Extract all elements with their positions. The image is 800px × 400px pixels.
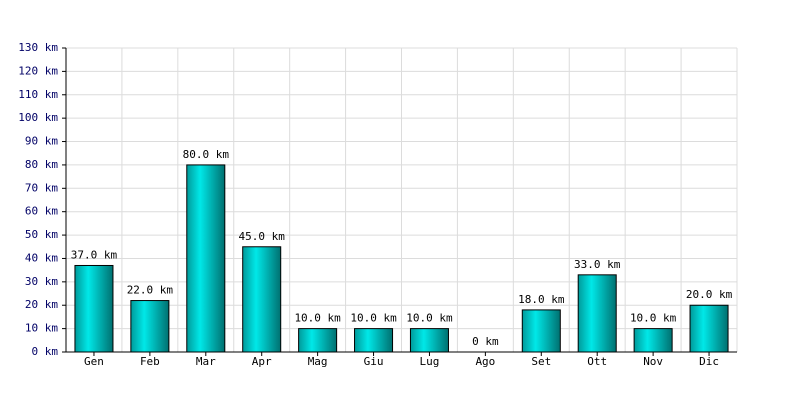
x-tick-label: Mar xyxy=(196,355,216,368)
bar xyxy=(130,300,170,353)
bar xyxy=(409,328,449,353)
value-label: 10.0 km xyxy=(630,312,677,325)
value-label: 10.0 km xyxy=(294,312,341,325)
y-tick-label: 30 km xyxy=(25,275,58,288)
x-tick-label: Apr xyxy=(252,355,272,368)
y-tick-label: 20 km xyxy=(25,298,58,311)
y-tick-label: 130 km xyxy=(18,41,58,54)
x-tick-label: Ott xyxy=(587,355,607,368)
bar xyxy=(577,274,617,353)
y-tick-label: 100 km xyxy=(18,111,58,124)
y-tick-label: 10 km xyxy=(25,322,58,335)
bar xyxy=(633,328,673,353)
value-label: 22.0 km xyxy=(127,284,174,297)
x-tick-label: Set xyxy=(531,355,551,368)
value-label: 37.0 km xyxy=(71,248,118,261)
value-label: 20.0 km xyxy=(686,288,733,301)
x-tick-label: Ago xyxy=(475,355,495,368)
y-tick-label: 90 km xyxy=(25,135,58,148)
bar xyxy=(689,304,729,353)
x-tick-label: Giu xyxy=(364,355,384,368)
y-tick-label: 0 km xyxy=(32,345,59,358)
bar xyxy=(354,328,394,353)
value-label: 18.0 km xyxy=(518,293,565,306)
value-label: 0 km xyxy=(472,335,499,348)
value-label: 10.0 km xyxy=(350,312,397,325)
x-tick-label: Lug xyxy=(420,355,440,368)
value-label: 33.0 km xyxy=(574,258,621,271)
y-tick-label: 80 km xyxy=(25,158,58,171)
value-label: 10.0 km xyxy=(406,312,453,325)
y-tick-label: 70 km xyxy=(25,181,58,194)
bar xyxy=(298,328,338,353)
bar xyxy=(74,264,114,353)
x-tick-label: Gen xyxy=(84,355,104,368)
value-label: 80.0 km xyxy=(183,148,230,161)
x-tick-label: Feb xyxy=(140,355,160,368)
bar xyxy=(242,246,282,353)
bar xyxy=(186,164,226,353)
x-tick-label: Nov xyxy=(643,355,663,368)
y-tick-label: 40 km xyxy=(25,251,58,264)
y-tick-label: 120 km xyxy=(18,64,58,77)
value-label: 45.0 km xyxy=(239,230,286,243)
y-tick-label: 60 km xyxy=(25,205,58,218)
x-tick-label: Mag xyxy=(308,355,328,368)
y-tick-label: 50 km xyxy=(25,228,58,241)
bar xyxy=(521,309,561,353)
x-tick-label: Dic xyxy=(699,355,719,368)
y-tick-label: 110 km xyxy=(18,88,58,101)
